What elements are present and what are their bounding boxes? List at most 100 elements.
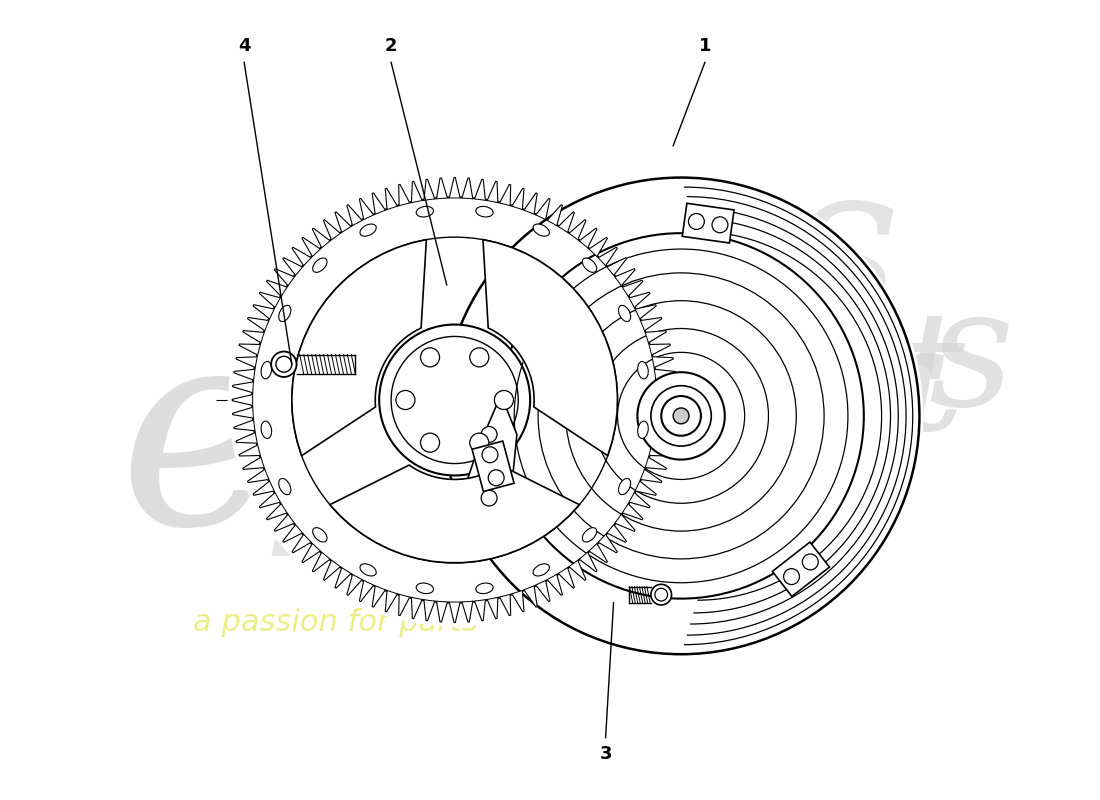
Ellipse shape — [312, 528, 327, 542]
Polygon shape — [548, 575, 562, 595]
Polygon shape — [243, 330, 264, 342]
Polygon shape — [360, 198, 373, 219]
Text: e: e — [119, 313, 283, 582]
Polygon shape — [607, 525, 627, 542]
Circle shape — [229, 174, 681, 626]
Polygon shape — [580, 228, 597, 247]
Polygon shape — [487, 182, 498, 202]
Ellipse shape — [638, 362, 648, 379]
Polygon shape — [598, 534, 617, 553]
Polygon shape — [239, 445, 260, 456]
Circle shape — [481, 426, 497, 442]
Text: a passion for parts: a passion for parts — [194, 608, 477, 637]
Polygon shape — [385, 188, 397, 209]
Polygon shape — [525, 193, 537, 214]
Text: 3: 3 — [600, 745, 612, 762]
Circle shape — [276, 356, 292, 372]
Polygon shape — [398, 595, 409, 616]
Polygon shape — [248, 470, 268, 482]
Polygon shape — [292, 534, 310, 553]
Ellipse shape — [312, 258, 327, 272]
Polygon shape — [424, 179, 434, 200]
Circle shape — [379, 325, 530, 475]
Polygon shape — [232, 382, 253, 393]
Polygon shape — [636, 482, 657, 495]
Polygon shape — [437, 602, 448, 622]
Polygon shape — [483, 240, 617, 456]
Polygon shape — [629, 493, 650, 508]
Polygon shape — [641, 470, 662, 482]
Polygon shape — [590, 544, 607, 562]
Polygon shape — [283, 258, 302, 275]
Circle shape — [494, 390, 514, 410]
Polygon shape — [274, 514, 294, 531]
Polygon shape — [590, 238, 607, 256]
Polygon shape — [649, 344, 670, 355]
Circle shape — [392, 337, 518, 463]
Polygon shape — [536, 581, 550, 602]
Polygon shape — [234, 420, 254, 430]
Polygon shape — [283, 525, 302, 542]
Polygon shape — [301, 238, 320, 256]
Polygon shape — [360, 581, 373, 602]
Polygon shape — [657, 407, 676, 418]
Polygon shape — [398, 184, 409, 205]
Text: l: l — [260, 345, 349, 614]
Circle shape — [637, 372, 725, 459]
Circle shape — [482, 447, 498, 462]
Polygon shape — [559, 212, 574, 232]
Circle shape — [673, 408, 689, 424]
Text: t: t — [898, 304, 965, 464]
Circle shape — [481, 490, 497, 506]
Text: r: r — [848, 312, 935, 488]
Polygon shape — [236, 433, 256, 443]
Text: 2: 2 — [385, 38, 397, 55]
Polygon shape — [657, 394, 678, 406]
Polygon shape — [323, 561, 340, 580]
Circle shape — [396, 390, 415, 410]
Ellipse shape — [534, 564, 549, 576]
Polygon shape — [636, 305, 657, 318]
Circle shape — [661, 396, 701, 436]
Polygon shape — [570, 561, 586, 580]
Polygon shape — [372, 586, 385, 607]
Polygon shape — [657, 382, 676, 393]
Circle shape — [498, 233, 864, 598]
Polygon shape — [615, 514, 635, 531]
Polygon shape — [334, 212, 351, 232]
Polygon shape — [248, 318, 268, 330]
Polygon shape — [499, 595, 510, 616]
Polygon shape — [629, 292, 650, 307]
Circle shape — [654, 588, 668, 601]
Circle shape — [272, 351, 297, 377]
Circle shape — [712, 217, 728, 233]
Polygon shape — [312, 553, 330, 572]
Circle shape — [651, 386, 712, 446]
Ellipse shape — [582, 528, 596, 542]
Polygon shape — [239, 344, 260, 355]
Polygon shape — [559, 568, 574, 588]
Polygon shape — [536, 198, 550, 219]
Polygon shape — [652, 357, 673, 367]
Polygon shape — [253, 482, 274, 495]
Polygon shape — [266, 504, 286, 520]
Polygon shape — [253, 305, 274, 318]
Polygon shape — [623, 280, 642, 296]
Polygon shape — [292, 247, 310, 266]
Polygon shape — [472, 441, 514, 491]
Circle shape — [802, 554, 818, 570]
Polygon shape — [646, 458, 667, 470]
Polygon shape — [772, 542, 829, 597]
Circle shape — [651, 584, 671, 605]
Circle shape — [420, 348, 440, 367]
Ellipse shape — [360, 224, 376, 236]
Ellipse shape — [278, 306, 290, 322]
Polygon shape — [385, 591, 397, 612]
Polygon shape — [346, 575, 362, 595]
Polygon shape — [334, 568, 351, 588]
Polygon shape — [654, 370, 675, 380]
Polygon shape — [292, 240, 427, 456]
Circle shape — [689, 214, 704, 230]
Ellipse shape — [582, 258, 596, 272]
Polygon shape — [649, 445, 670, 456]
